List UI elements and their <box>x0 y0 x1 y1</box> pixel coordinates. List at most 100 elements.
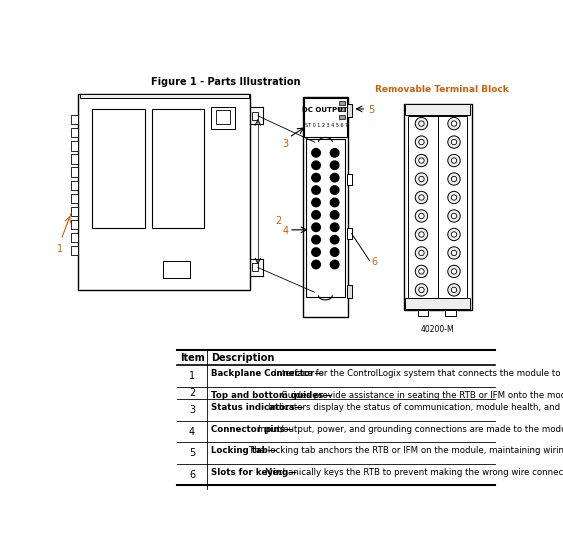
Text: 3: 3 <box>283 139 289 149</box>
Bar <box>404 104 472 310</box>
Circle shape <box>312 211 320 219</box>
Text: 2: 2 <box>189 388 195 398</box>
Circle shape <box>419 176 424 181</box>
Bar <box>163 261 190 278</box>
Bar <box>80 94 249 98</box>
Text: Top and bottom guides—: Top and bottom guides— <box>211 391 332 400</box>
Text: DC OUTPUT: DC OUTPUT <box>302 107 348 113</box>
Bar <box>71 233 78 242</box>
Circle shape <box>415 136 428 148</box>
Circle shape <box>448 265 460 278</box>
Circle shape <box>448 191 460 204</box>
Circle shape <box>330 198 339 206</box>
Circle shape <box>448 210 460 222</box>
Text: Guides provide assistance in seating the RTB or IFM onto the module.: Guides provide assistance in seating the… <box>280 391 563 400</box>
Circle shape <box>312 186 320 194</box>
Bar <box>71 142 78 150</box>
Bar <box>71 128 78 138</box>
Circle shape <box>312 198 320 206</box>
Circle shape <box>419 213 424 219</box>
Circle shape <box>452 250 457 256</box>
Circle shape <box>312 248 320 256</box>
Bar <box>338 115 345 119</box>
Circle shape <box>448 284 460 296</box>
Text: 1: 1 <box>189 371 195 381</box>
Circle shape <box>330 161 339 169</box>
Text: 5: 5 <box>189 448 195 458</box>
Bar <box>71 168 78 176</box>
Circle shape <box>452 121 457 127</box>
Bar <box>418 310 428 316</box>
Circle shape <box>415 191 428 204</box>
Bar <box>347 174 352 185</box>
Bar <box>252 112 258 120</box>
Text: 40200-M: 40200-M <box>421 325 454 334</box>
Circle shape <box>415 247 428 259</box>
Circle shape <box>448 154 460 166</box>
Text: 4: 4 <box>283 226 289 236</box>
Circle shape <box>452 287 457 292</box>
Text: Input/output, power, and grounding connections are made to the module through th: Input/output, power, and grounding conne… <box>258 425 563 433</box>
Text: Description: Description <box>211 354 274 364</box>
Bar <box>338 108 345 111</box>
Text: 3: 3 <box>189 405 195 415</box>
Bar <box>71 154 78 164</box>
Circle shape <box>452 232 457 237</box>
Circle shape <box>312 149 320 157</box>
Bar <box>71 220 78 229</box>
Bar <box>347 104 352 118</box>
Circle shape <box>452 195 457 200</box>
Bar <box>216 110 230 124</box>
Text: ST 0 1 2 3 4 5 6 7: ST 0 1 2 3 4 5 6 7 <box>305 123 348 128</box>
Circle shape <box>330 186 339 194</box>
Circle shape <box>448 247 460 259</box>
Circle shape <box>415 154 428 166</box>
Bar <box>408 116 467 297</box>
Text: Item: Item <box>180 354 204 364</box>
Bar <box>252 263 258 271</box>
Bar <box>445 310 457 316</box>
Circle shape <box>312 260 320 269</box>
Circle shape <box>330 260 339 269</box>
Circle shape <box>312 173 320 182</box>
Text: Mechanically keys the RTB to prevent making the wrong wire connections to your m: Mechanically keys the RTB to prevent mak… <box>265 468 563 477</box>
Bar <box>71 194 78 203</box>
Bar <box>78 94 250 290</box>
Circle shape <box>448 118 460 130</box>
Circle shape <box>448 173 460 185</box>
Text: Locking tab—: Locking tab— <box>211 446 276 455</box>
Circle shape <box>448 136 460 148</box>
Bar <box>212 108 235 129</box>
Text: 6: 6 <box>371 257 377 267</box>
Bar <box>71 207 78 216</box>
Bar <box>152 109 204 228</box>
Circle shape <box>419 139 424 145</box>
Circle shape <box>330 173 339 182</box>
Circle shape <box>452 139 457 145</box>
Text: Removable Terminal Block: Removable Terminal Block <box>375 85 508 94</box>
Bar <box>405 299 470 309</box>
Bar <box>92 109 145 228</box>
Circle shape <box>419 195 424 200</box>
Bar <box>303 98 347 137</box>
Circle shape <box>452 269 457 274</box>
Circle shape <box>330 223 339 231</box>
Text: Indicators display the status of communication, module health, and input/output : Indicators display the status of communi… <box>268 403 563 412</box>
Bar <box>306 139 345 297</box>
Circle shape <box>419 250 424 256</box>
Bar <box>347 228 352 239</box>
Circle shape <box>419 269 424 274</box>
Text: Connector pins—: Connector pins— <box>211 425 293 433</box>
Bar <box>71 246 78 255</box>
Text: 5: 5 <box>368 105 374 115</box>
Text: 1: 1 <box>56 244 62 255</box>
Circle shape <box>330 211 339 219</box>
Text: The locking tab anchors the RTB or IFM on the module, maintaining wiring connect: The locking tab anchors the RTB or IFM o… <box>249 446 563 455</box>
Circle shape <box>330 235 339 244</box>
Circle shape <box>419 121 424 127</box>
Circle shape <box>419 158 424 163</box>
Circle shape <box>312 223 320 231</box>
Circle shape <box>330 248 339 256</box>
Text: 2: 2 <box>275 215 281 225</box>
Bar <box>347 285 352 299</box>
